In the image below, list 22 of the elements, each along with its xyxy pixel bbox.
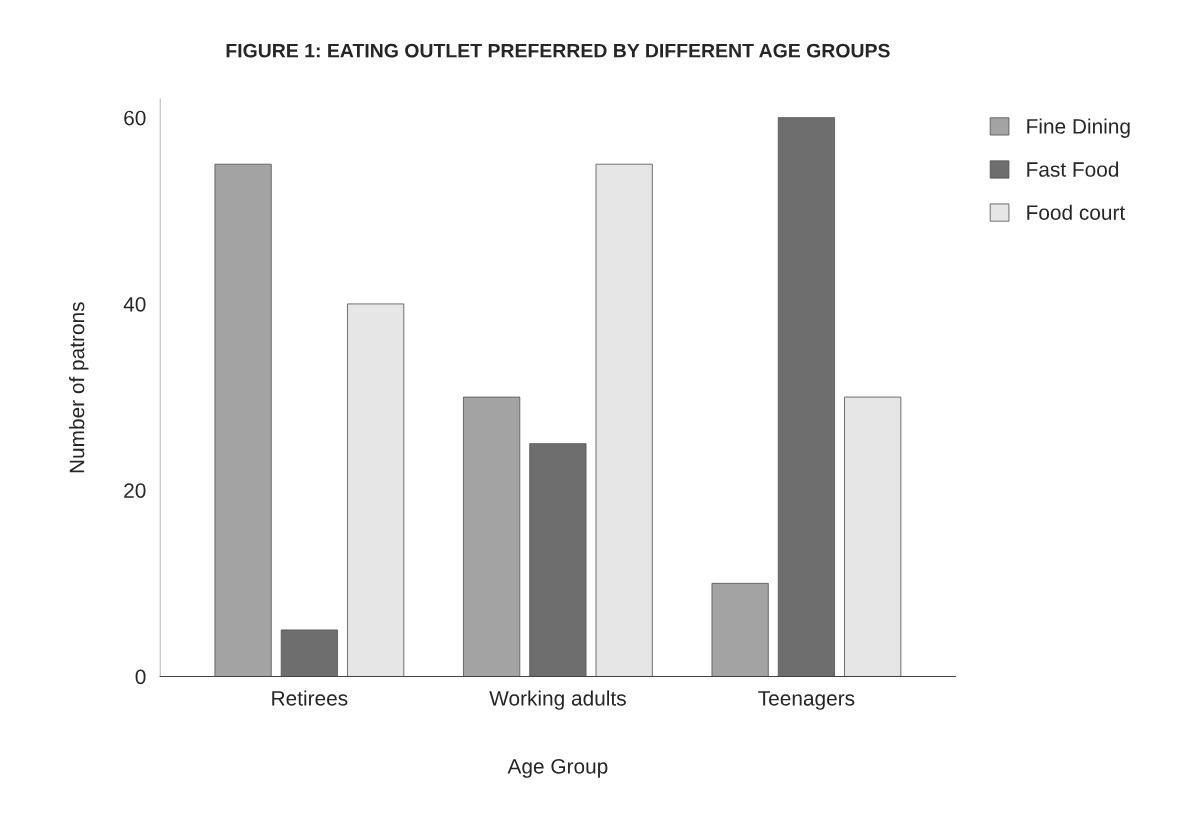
bar (347, 303, 405, 677)
legend-label: Fast Food (1027, 161, 1119, 177)
x-tick-label: Retirees (272, 690, 348, 706)
x-axis-title: Age Group (507, 758, 608, 778)
bar (463, 396, 521, 677)
x-tick-label: Working adults (489, 690, 626, 710)
x-tick-label: Teenagers (758, 691, 855, 710)
bar (844, 396, 902, 677)
legend-label: Food court (1027, 204, 1126, 220)
y-tick-label: 20 (124, 483, 146, 498)
y-axis-title: Number of patrons (69, 302, 89, 473)
bar (777, 117, 835, 677)
legend-label: Fine Dining (1027, 118, 1130, 138)
bar (214, 163, 272, 677)
bar (529, 443, 587, 677)
bar (595, 163, 653, 677)
bar (280, 629, 338, 677)
bar (711, 582, 769, 677)
chart-title: FIGURE 1: EATING OUTLET PREFERRED BY DIFFERENT AGE GROUPS (226, 43, 890, 58)
y-tick-label: 0 (135, 669, 146, 685)
y-tick-label: 60 (124, 110, 146, 126)
y-tick-label: 40 (123, 296, 146, 312)
